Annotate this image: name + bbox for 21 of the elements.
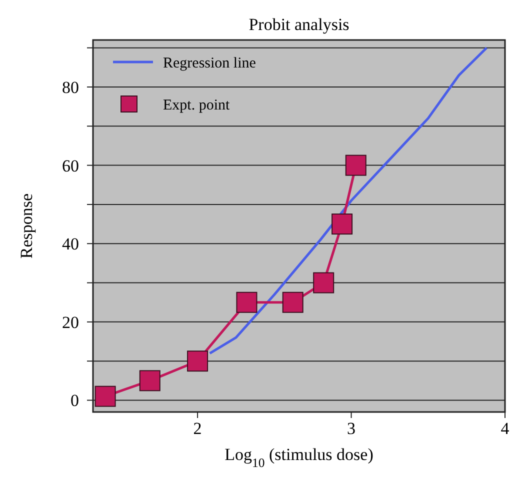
chart-title: Probit analysis: [248, 15, 350, 34]
point: [187, 350, 208, 372]
legend-label: Expt. point: [163, 97, 230, 114]
point: [236, 292, 258, 313]
point: [282, 292, 304, 313]
y-axis-title: Response: [17, 193, 36, 259]
point: [139, 370, 160, 392]
point: [94, 386, 116, 407]
x-axis-title: Log$_{10}$ (stimulus dose): [224, 445, 374, 470]
x-tick-label: 4: [500, 419, 510, 438]
point: [345, 154, 366, 176]
y-tick-label: 20: [62, 312, 79, 332]
legend-label: Regression line: [163, 55, 256, 72]
point: [332, 214, 353, 235]
x-tick-label: 3: [347, 419, 356, 438]
x-tick-label: 2: [193, 419, 202, 438]
point: [313, 272, 334, 294]
y-tick-label: 40: [62, 234, 79, 254]
y-tick-label: 80: [62, 78, 79, 97]
y-tick-label: 0: [70, 391, 79, 410]
y-tick-label: 60: [62, 156, 79, 176]
